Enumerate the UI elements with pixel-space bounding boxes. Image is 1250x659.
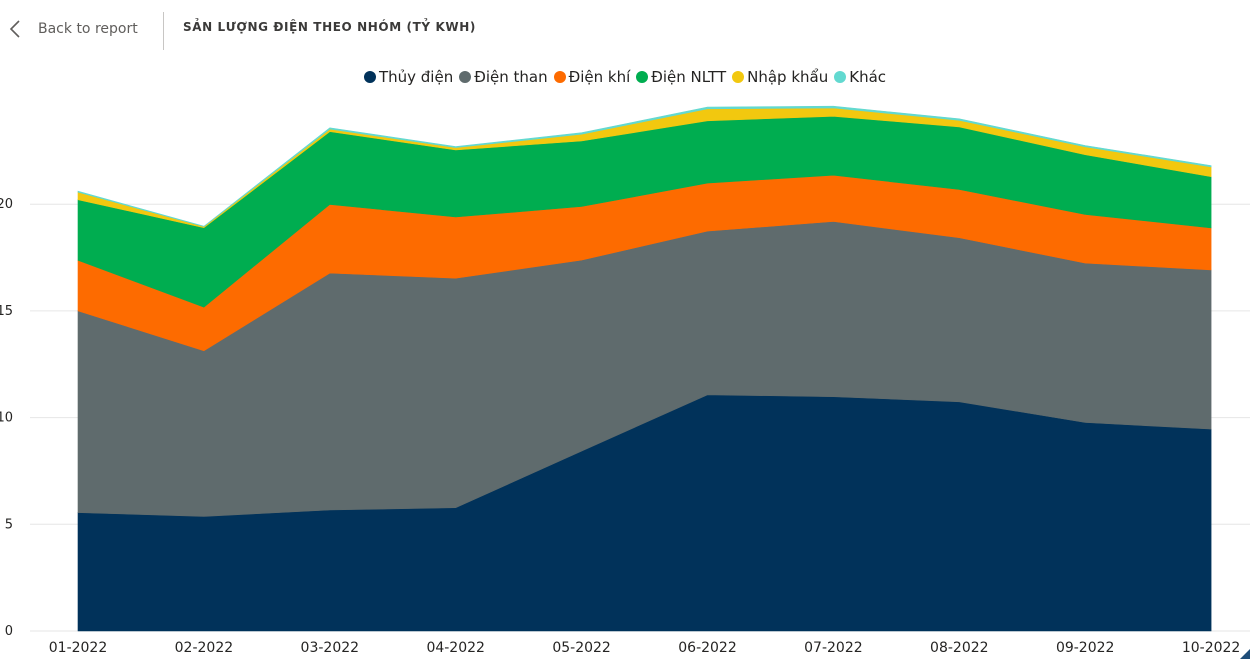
legend-marker [363, 71, 376, 83]
legend-item[interactable]: Thủy điện [363, 68, 454, 86]
legend-item[interactable]: Nhập khẩu [732, 68, 828, 86]
top-bar: Back to report SẢN LƯỢNG ĐIỆN THEO NHÓM … [0, 0, 1250, 56]
x-tick-label: 09-2022 [1056, 640, 1115, 656]
y-tick-label: 5 [5, 517, 13, 532]
legend-marker [732, 71, 745, 83]
legend-label: Nhập khẩu [747, 68, 829, 86]
legend-marker [553, 71, 566, 83]
x-tick-label: 06-2022 [678, 640, 737, 656]
legend-label: Điện than [474, 68, 548, 86]
chevron-left-icon [8, 19, 22, 39]
x-tick-label: 03-2022 [301, 640, 360, 656]
x-tick-label: 05-2022 [552, 640, 611, 656]
x-tick-label: 08-2022 [930, 640, 989, 656]
y-tick-label: 0 [5, 624, 13, 639]
legend-marker [636, 71, 649, 83]
x-tick-label: 01-2022 [49, 640, 108, 656]
legend-label: Điện NLTT [651, 68, 727, 86]
resize-corner-icon [1240, 649, 1250, 659]
y-tick-label: 10 [0, 411, 13, 426]
chart-title: SẢN LƯỢNG ĐIỆN THEO NHÓM (TỶ KWH) [183, 20, 476, 34]
legend-label: Thủy điện [378, 68, 454, 86]
legend-marker [459, 71, 472, 83]
x-tick-label: 04-2022 [426, 640, 485, 656]
legend-marker [834, 71, 847, 83]
legend-label: Khác [849, 68, 887, 86]
chart-legend: Thủy điện Điện than Điện khí Điện NLTT Nhập … [0, 68, 1250, 86]
legend-item[interactable]: Điện khí [553, 68, 631, 86]
legend-item[interactable]: Điện NLTT [636, 68, 726, 86]
legend-label: Điện khí [568, 68, 631, 86]
legend-item[interactable]: Điện than [459, 68, 548, 86]
area-series-5 [77, 105, 1212, 227]
x-tick-label: 07-2022 [804, 640, 863, 656]
legend-item[interactable]: Khác [834, 68, 886, 86]
x-tick-label: 02-2022 [175, 640, 234, 656]
back-to-report-button[interactable]: Back to report [8, 14, 138, 44]
x-tick-label: 10-2022 [1182, 640, 1241, 656]
y-tick-label: 15 [0, 304, 13, 319]
y-tick-label: 20 [0, 197, 13, 212]
header-divider [163, 12, 164, 50]
back-to-report-label: Back to report [38, 21, 138, 37]
